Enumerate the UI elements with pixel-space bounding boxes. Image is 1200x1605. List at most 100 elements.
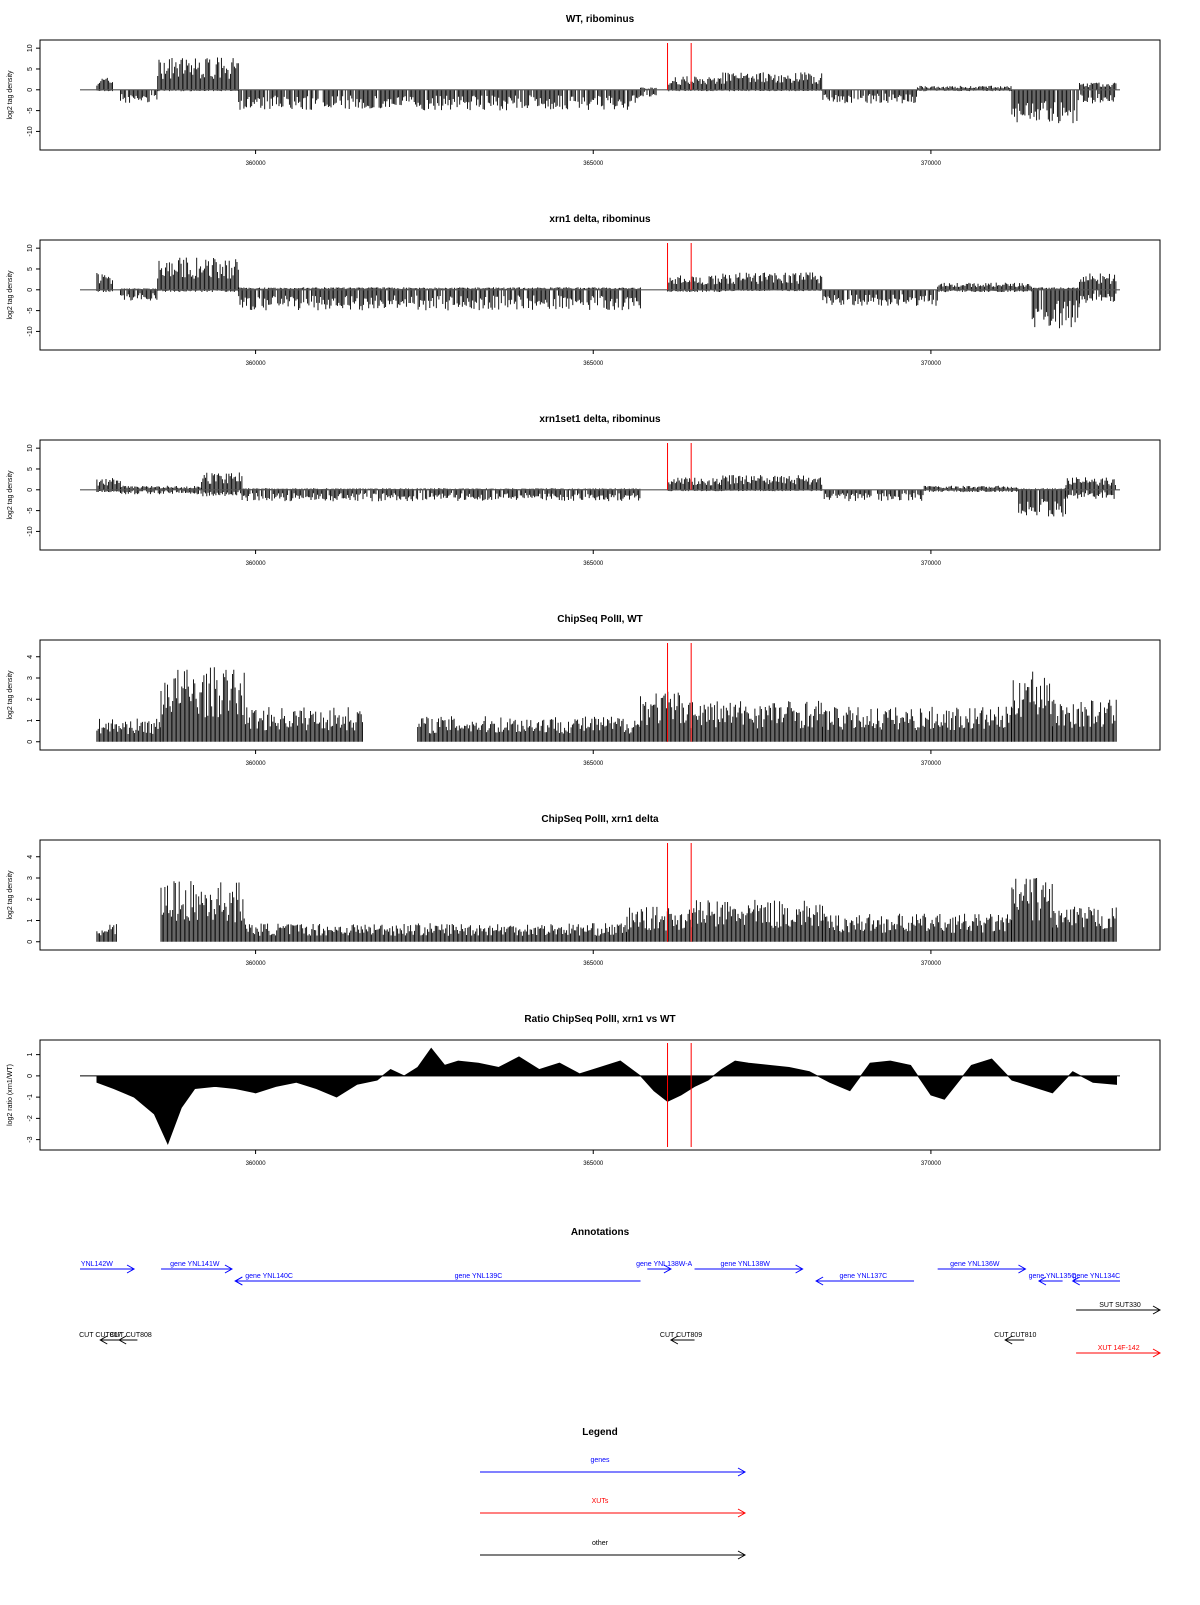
xut-label: XUT 14F-142 (1098, 1345, 1140, 1352)
bars (157, 57, 239, 92)
segment-5 (721, 272, 823, 292)
data-marks (80, 1047, 1120, 1145)
segment-1 (120, 485, 202, 495)
segment-9 (1011, 89, 1079, 124)
gene-feature: gene YNL136W (937, 1261, 1027, 1274)
other-arrow-head (669, 1335, 679, 1345)
y-tick-label: 4 (27, 855, 34, 859)
gene-feature: gene YNL134C (1071, 1273, 1120, 1286)
segment-3 (245, 923, 627, 942)
bars (160, 881, 245, 942)
segment-4 (640, 87, 657, 97)
panel-title: xrn1set1 delta, ribominus (539, 414, 661, 425)
y-tick-label: 1 (27, 918, 34, 922)
data-marks (80, 257, 1120, 329)
other-feature: CUT CUT808 (110, 1332, 152, 1345)
y-tick-label: 0 (27, 488, 34, 492)
annotations-group: Annotations YNL142W gene YNL141W gene YNL1… (79, 1227, 1162, 1358)
y-tick-label: -5 (27, 107, 34, 113)
y-tick-label: 0 (27, 288, 34, 292)
bars (1079, 273, 1117, 304)
legend-item-XUTs: XUTs (480, 1498, 747, 1518)
segment-4 (417, 716, 641, 742)
y-tick-label: -10 (27, 126, 34, 136)
other-arrow-head (1152, 1305, 1162, 1315)
legend-arrow-head (737, 1550, 747, 1560)
bars (822, 89, 917, 104)
y-tick-label: 10 (27, 444, 34, 452)
x-tick-label: 360000 (246, 161, 267, 167)
x-tick-label: 365000 (583, 1161, 604, 1167)
segment-4 (626, 906, 692, 942)
segment-7 (822, 89, 917, 104)
bars (96, 924, 117, 942)
y-tick-label: 3 (27, 676, 34, 680)
legend-item-genes: genes (480, 1457, 747, 1477)
gene-label: gene YNL140C (245, 1273, 293, 1280)
bars (1011, 878, 1053, 942)
panel-title: ChipSeq PolII, xrn1 delta (541, 814, 659, 825)
y-tick-label: 1 (27, 1053, 34, 1057)
y-tick-label: 0 (27, 88, 34, 92)
other-label: CUT CUT807 (79, 1332, 121, 1339)
bars (822, 706, 1012, 742)
gene-label: gene YNL137C (840, 1273, 888, 1280)
bars (157, 257, 239, 292)
plot-frame (39, 639, 1161, 751)
segment-8 (1011, 671, 1053, 742)
x-tick-label: 370000 (921, 1161, 942, 1167)
gene-arrow-head (815, 1276, 824, 1286)
segment-7 (822, 706, 1012, 742)
other-label: CUT CUT810 (994, 1332, 1036, 1339)
y-tick-label: -2 (27, 1115, 34, 1121)
gene-feature: gene YNL135C (1029, 1273, 1077, 1286)
segment-2 (157, 257, 239, 292)
segment-0 (96, 718, 162, 742)
segment-5 (721, 475, 823, 492)
data-marks (80, 57, 1120, 124)
x-tick-label: 360000 (246, 761, 267, 767)
panel-3: xrn1set1 delta, ribominus log2 tag densit… (7, 414, 1161, 567)
bars (120, 89, 158, 103)
segment-0 (96, 478, 121, 493)
segment-0 (96, 924, 117, 942)
x-tick-label: 365000 (583, 161, 604, 167)
bars (1065, 477, 1116, 499)
bars (1079, 82, 1117, 104)
annotations-title: Annotations (571, 1227, 630, 1238)
segment-9 (1065, 477, 1116, 499)
segment-10 (1079, 82, 1117, 104)
bars (721, 475, 823, 492)
y-tick-label: -1 (27, 1094, 34, 1100)
bars (626, 906, 692, 942)
bars (1052, 906, 1117, 942)
gene-feature: gene YNL138W (694, 1261, 804, 1274)
x-tick-label: 365000 (583, 361, 604, 367)
y-axis-label: log2 tag density (7, 70, 14, 120)
other-feature: SUT SUT330 (1076, 1302, 1162, 1315)
segment-3 (238, 89, 640, 111)
panel-1: WT, ribominus log2 tag density -10 -5 0 5 10 36… (7, 14, 1161, 167)
legend-arrow-head (737, 1508, 747, 1518)
x-tick-label: 370000 (921, 361, 942, 367)
y-axis-label: log2 tag density (7, 470, 14, 520)
bars (1018, 488, 1066, 517)
panel-title: xrn1 delta, ribominus (549, 214, 651, 225)
gene-label: gene YNL138W (721, 1261, 771, 1268)
y-tick-label: -10 (27, 526, 34, 536)
x-tick-label: 360000 (246, 961, 267, 967)
bars (667, 76, 722, 92)
data-marks (80, 472, 1120, 517)
segment-9 (1079, 273, 1117, 304)
gene-arrow-head (1018, 1264, 1027, 1274)
legend-group: Legend genes XUTs other (480, 1427, 747, 1560)
gene-label: gene YNL135C (1029, 1273, 1077, 1280)
segment-8 (1031, 287, 1080, 329)
y-tick-label: -3 (27, 1136, 34, 1142)
bars (1011, 89, 1079, 124)
gene-label: gene YNL141W (170, 1261, 220, 1268)
x-tick-label: 360000 (246, 561, 267, 567)
